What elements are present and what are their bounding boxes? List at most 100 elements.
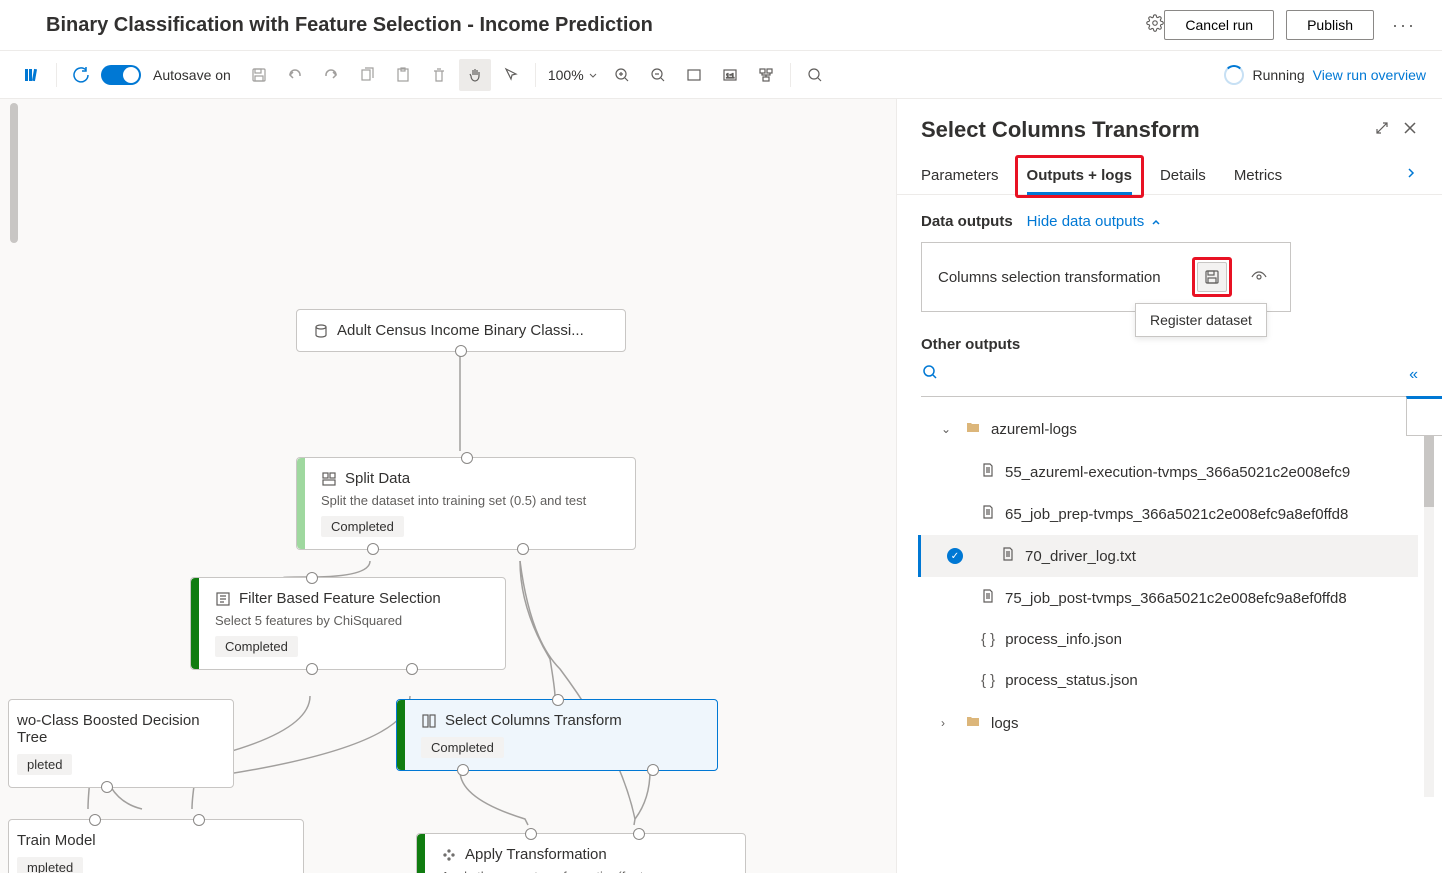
zoom-in-icon[interactable] — [606, 59, 638, 91]
check-icon: ✓ — [947, 548, 963, 564]
node-title: Split Data — [345, 470, 410, 487]
folder-icon — [965, 713, 981, 733]
node-train-model[interactable]: Train Model mpleted — [8, 819, 304, 873]
braces-icon: { } — [981, 631, 995, 648]
header: Binary Classification with Feature Selec… — [0, 0, 1442, 51]
collapse-icon[interactable]: « — [1409, 366, 1418, 384]
node-dataset[interactable]: Adult Census Income Binary Classi... — [296, 309, 626, 352]
side-tab-stub[interactable] — [1406, 396, 1442, 436]
node-title: Apply Transformation — [465, 846, 607, 863]
canvas-scrollbar[interactable] — [10, 103, 18, 243]
tree-folder[interactable]: ⌄ azureml-logs — [921, 407, 1418, 451]
delete-icon[interactable] — [423, 59, 455, 91]
node-title: Filter Based Feature Selection — [239, 590, 441, 607]
tree-file[interactable]: 55_azureml-execution-tvmps_366a5021c2e00… — [921, 451, 1418, 493]
other-outputs-label: Other outputs — [921, 336, 1418, 353]
tree-label: 55_azureml-execution-tvmps_366a5021c2e00… — [1005, 464, 1350, 481]
node-status: Completed — [215, 636, 298, 657]
preview-icon[interactable] — [1244, 262, 1274, 292]
undo-icon[interactable] — [279, 59, 311, 91]
tab-details[interactable]: Details — [1160, 157, 1206, 194]
pan-icon[interactable] — [459, 59, 491, 91]
paste-icon[interactable] — [387, 59, 419, 91]
file-tree: ⌄ azureml-logs 55_azureml-execution-tvmp… — [921, 407, 1418, 745]
node-title: Select Columns Transform — [445, 712, 622, 729]
actual-size-icon[interactable]: 1:1 — [714, 59, 746, 91]
chevron-down-icon: ⌄ — [941, 422, 955, 436]
data-outputs-label: Data outputs — [921, 213, 1013, 230]
highlight-box — [1192, 257, 1232, 297]
tree-label: azureml-logs — [991, 421, 1077, 438]
tab-metrics[interactable]: Metrics — [1234, 157, 1282, 194]
node-two-class-boosted[interactable]: wo-Class Boosted Decision Tree pleted — [8, 699, 234, 788]
node-select-columns-transform[interactable]: Select Columns Transform Completed — [396, 699, 718, 771]
file-icon — [981, 505, 995, 523]
redo-icon[interactable] — [315, 59, 347, 91]
autosave-toggle[interactable] — [101, 65, 141, 85]
register-dataset-button[interactable] — [1197, 262, 1227, 292]
data-output-item: Columns selection transformation — [921, 242, 1291, 312]
hide-data-outputs-link[interactable]: Hide data outputs — [1027, 213, 1163, 230]
node-status: Completed — [421, 737, 504, 758]
tab-parameters[interactable]: Parameters — [921, 157, 999, 194]
running-spinner-icon — [1224, 65, 1244, 85]
file-icon — [981, 589, 995, 607]
tree-label: process_info.json — [1005, 631, 1122, 648]
pipeline-canvas[interactable]: Adult Census Income Binary Classi... Spl… — [0, 99, 896, 873]
running-status: Running — [1252, 67, 1304, 83]
tree-file[interactable]: { } process_status.json — [921, 660, 1418, 701]
library-icon[interactable] — [16, 59, 48, 91]
cancel-run-button[interactable]: Cancel run — [1164, 10, 1274, 40]
tree-file-selected[interactable]: ✓ 70_driver_log.txt — [918, 535, 1418, 577]
fit-screen-icon[interactable] — [678, 59, 710, 91]
view-run-overview-link[interactable]: View run overview — [1313, 67, 1426, 83]
tree-label: 70_driver_log.txt — [1025, 548, 1136, 565]
tree-folder[interactable]: › logs — [921, 701, 1418, 745]
more-icon[interactable]: ··· — [1386, 15, 1422, 36]
autosave-label: Autosave on — [153, 67, 231, 83]
node-status: mpleted — [17, 857, 83, 873]
folder-icon — [965, 419, 981, 439]
node-subtitle: Apply the same transformation(feature — [441, 869, 729, 873]
node-title: wo-Class Boosted Decision Tree — [17, 712, 217, 746]
node-subtitle: Split the dataset into training set (0.5… — [321, 493, 619, 508]
publish-button[interactable]: Publish — [1286, 10, 1374, 40]
tree-label: logs — [991, 715, 1019, 732]
tree-label: process_status.json — [1005, 672, 1138, 689]
node-filter-feature-selection[interactable]: Filter Based Feature Selection Select 5 … — [190, 577, 506, 670]
close-icon[interactable] — [1402, 120, 1418, 141]
braces-icon: { } — [981, 672, 995, 689]
tree-label: 75_job_post-tvmps_366a5021c2e008efc9a8ef… — [1005, 590, 1347, 607]
node-split-data[interactable]: Split Data Split the dataset into traini… — [296, 457, 636, 550]
node-apply-transformation[interactable]: Apply Transformation Apply the same tran… — [416, 833, 746, 873]
pointer-icon[interactable] — [495, 59, 527, 91]
save-icon[interactable] — [243, 59, 275, 91]
node-status: Completed — [321, 516, 404, 537]
autolayout-icon[interactable] — [750, 59, 782, 91]
tree-label: 65_job_prep-tvmps_366a5021c2e008efc9a8ef… — [1005, 506, 1348, 523]
refresh-icon[interactable] — [65, 59, 97, 91]
svg-text:1:1: 1:1 — [726, 74, 735, 80]
node-subtitle: Select 5 features by ChiSquared — [215, 613, 489, 628]
gear-icon[interactable] — [1146, 14, 1164, 37]
details-panel: Select Columns Transform Parameters Outp… — [896, 99, 1442, 873]
panel-tabs: Parameters Outputs + logs Details Metric… — [897, 157, 1442, 195]
copy-icon[interactable] — [351, 59, 383, 91]
page-title: Binary Classification with Feature Selec… — [46, 14, 1126, 37]
zoom-level[interactable]: 100% — [548, 67, 598, 83]
search-icon[interactable] — [799, 59, 831, 91]
tab-outputs-logs[interactable]: Outputs + logs — [1027, 157, 1132, 194]
zoom-out-icon[interactable] — [642, 59, 674, 91]
node-title: Train Model — [17, 832, 96, 849]
search-icon[interactable] — [921, 363, 939, 386]
chevron-right-icon: › — [941, 716, 955, 730]
tree-file[interactable]: { } process_info.json — [921, 619, 1418, 660]
node-title: Adult Census Income Binary Classi... — [337, 322, 584, 339]
tabs-scroll-right-icon[interactable] — [1404, 166, 1418, 185]
panel-title: Select Columns Transform — [921, 117, 1362, 143]
file-icon — [1001, 547, 1015, 565]
tree-file[interactable]: 75_job_post-tvmps_366a5021c2e008efc9a8ef… — [921, 577, 1418, 619]
file-icon — [981, 463, 995, 481]
tree-file[interactable]: 65_job_prep-tvmps_366a5021c2e008efc9a8ef… — [921, 493, 1418, 535]
expand-icon[interactable] — [1374, 120, 1390, 141]
